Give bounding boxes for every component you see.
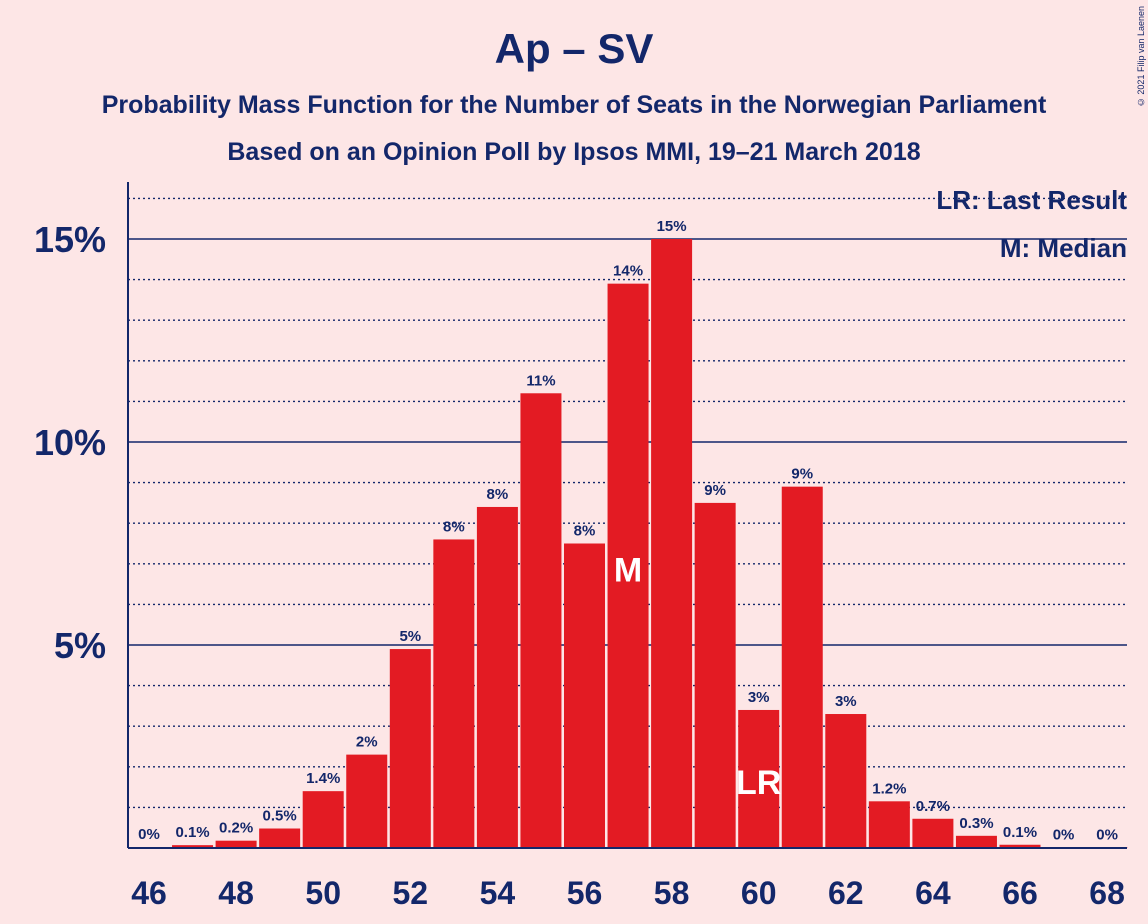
bar-seat-53 [433,539,475,848]
median-marker: M [614,552,642,590]
x-tick-label: 46 [131,875,167,911]
bar-label-seat-52: 5% [399,628,421,645]
x-tick-label: 56 [567,875,603,911]
x-tick-label: 48 [218,875,254,911]
bar-seat-55 [520,393,562,848]
bar-seat-48 [215,840,257,848]
bar-label-seat-56: 8% [574,523,596,540]
bar-label-seat-64: 0.7% [916,798,950,815]
bar-label-seat-57: 14% [613,263,643,280]
bar-label-seat-61: 9% [791,466,813,483]
bar-seat-47 [172,845,214,848]
y-tick-label: 10% [34,422,106,463]
bar-seat-62 [825,714,867,848]
bar-label-seat-66: 0.1% [1003,824,1037,841]
bar-label-seat-53: 8% [443,518,465,535]
bar-seat-65 [955,835,997,848]
last-result-marker: LR [736,764,781,802]
x-tick-label: 52 [393,875,429,911]
x-tick-label: 58 [654,875,690,911]
bar-label-seat-46: 0% [138,826,160,843]
bar-seat-58 [651,239,693,848]
bar-label-seat-63: 1.2% [872,780,906,797]
bar-label-seat-65: 0.3% [959,815,993,832]
bar-label-seat-51: 2% [356,734,378,751]
x-tick-label: 50 [305,875,341,911]
bar-label-seat-68: 0% [1096,827,1118,844]
x-tick-label: 60 [741,875,777,911]
bar-seat-54 [476,506,518,848]
bar-seat-60 [738,709,780,848]
bar-label-seat-58: 15% [657,218,687,235]
bar-label-seat-62: 3% [835,693,857,710]
bar-seat-59 [694,502,736,848]
axes: 5% 10% 15% 46 48 50 52 54 56 58 60 62 64 66 68 [34,182,1127,911]
legend-last-result: LR: Last Result [936,185,1127,215]
x-tick-label: 68 [1089,875,1125,911]
x-tick-label: 62 [828,875,864,911]
bar-label-seat-47: 0.1% [175,824,209,841]
bar-seat-49 [259,828,301,848]
bar-markers: M LR [614,552,781,802]
bar-label-seat-60: 3% [748,689,770,706]
bar-seat-51 [346,754,388,848]
bar-seat-56 [564,543,605,848]
bar-seat-57 [607,283,649,848]
bar-seat-52 [389,649,431,848]
y-tick-label: 15% [34,219,106,260]
x-tick-label: 64 [915,875,951,911]
bar-label-seat-49: 0.5% [263,808,297,825]
bar-label-seat-48: 0.2% [219,820,253,837]
bar-label-seat-54: 8% [487,486,509,503]
legend-median: M: Median [1000,233,1127,263]
bar-label-seat-55: 11% [526,372,555,389]
bar-seat-66 [999,844,1041,848]
bar-label-seat-67: 0% [1053,827,1075,844]
bar-labels: 0% 0.1% 0.2% 0.5% 1.4% 2% 5% 8% 8% 11% 8% 14% 15% 9% 3… [138,218,1118,844]
chart-title: Ap – SV [494,25,654,72]
chart-source: Based on an Opinion Poll by Ipsos MMI, 1… [227,138,921,166]
chart-subtitle: Probability Mass Function for the Number… [101,91,1047,119]
bar-seat-61 [781,486,823,848]
bar-seat-63 [868,801,910,848]
bars [128,239,1128,848]
grid-lines [128,197,1127,809]
bar-seat-64 [912,818,954,848]
y-tick-label: 5% [54,625,106,666]
x-tick-label: 66 [1002,875,1038,911]
x-tick-label: 54 [480,875,516,911]
bar-label-seat-59: 9% [704,482,726,499]
bar-seat-50 [302,791,344,848]
bar-label-seat-50: 1.4% [306,770,340,787]
